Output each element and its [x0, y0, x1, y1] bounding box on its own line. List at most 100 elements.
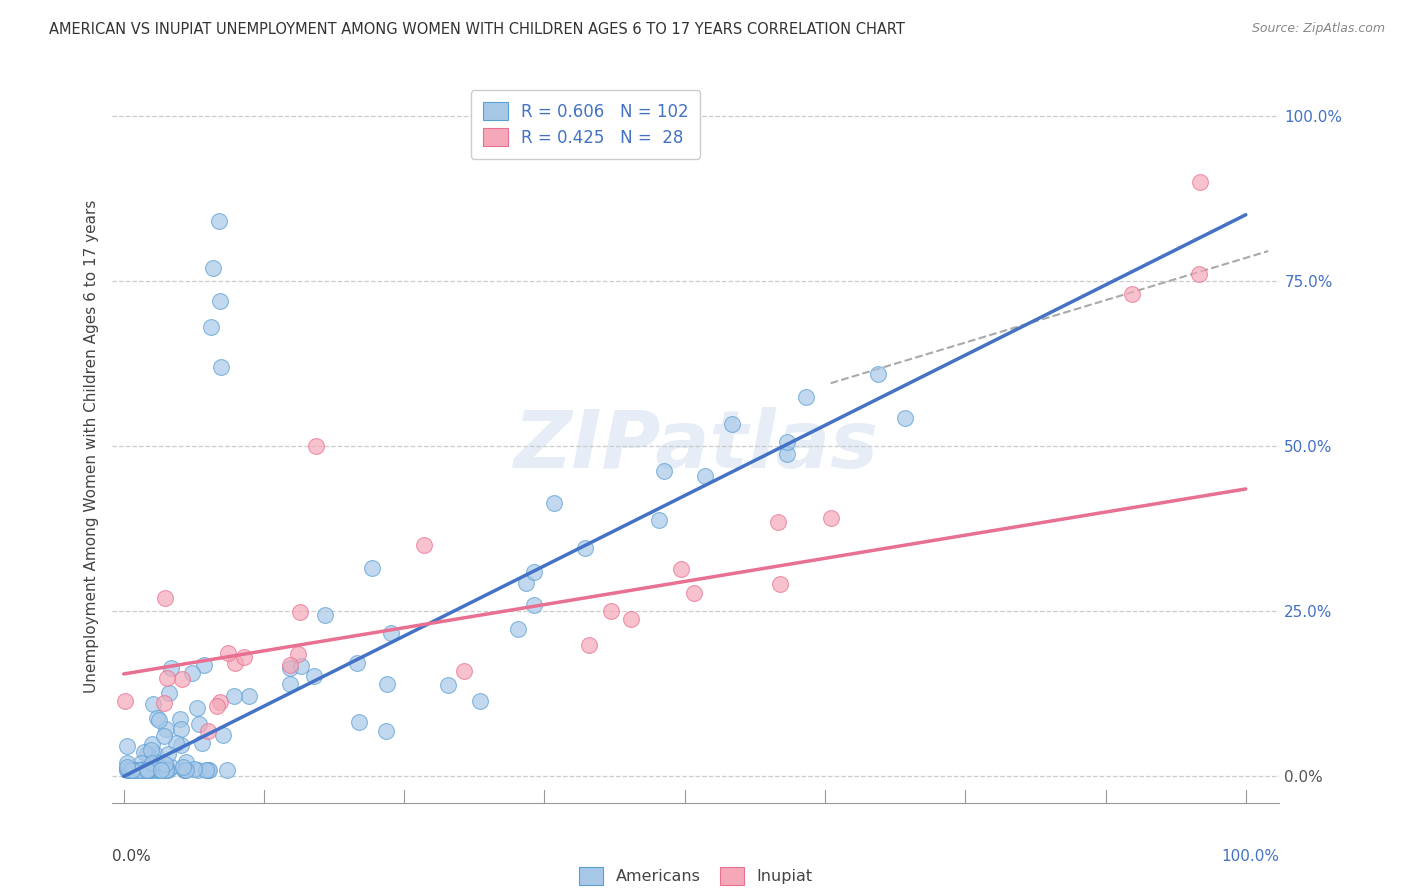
Point	[217, 763, 239, 777]
Point	[135, 763, 157, 777]
Point	[132, 745, 155, 759]
Point	[129, 763, 152, 777]
Point	[375, 676, 398, 690]
Point	[181, 666, 204, 681]
Point	[141, 737, 163, 751]
Point	[139, 743, 162, 757]
Point	[136, 763, 159, 777]
Point	[794, 390, 817, 404]
Point	[1188, 175, 1211, 189]
Point	[156, 671, 179, 685]
Point	[141, 756, 163, 770]
Point	[207, 698, 229, 713]
Point	[115, 756, 138, 770]
Point	[121, 763, 143, 777]
Point	[648, 513, 671, 527]
Point	[209, 293, 232, 308]
Point	[894, 411, 917, 425]
Point	[136, 763, 159, 777]
Point	[769, 577, 792, 591]
Point	[453, 665, 475, 679]
Point	[155, 763, 177, 777]
Point	[155, 763, 177, 777]
Point	[197, 763, 219, 777]
Point	[669, 562, 692, 576]
Point	[695, 469, 717, 483]
Point	[346, 656, 368, 670]
Point	[146, 755, 169, 769]
Point	[165, 736, 187, 750]
Point	[117, 760, 139, 774]
Point	[155, 722, 177, 736]
Point	[172, 760, 194, 774]
Point	[776, 447, 799, 461]
Point	[209, 359, 232, 374]
Point	[153, 729, 176, 743]
Point	[170, 672, 193, 686]
Text: 0.0%: 0.0%	[112, 849, 152, 864]
Point	[143, 747, 166, 761]
Point	[543, 496, 565, 510]
Point	[124, 763, 146, 777]
Point	[148, 713, 170, 727]
Point	[287, 648, 309, 662]
Point	[115, 762, 138, 776]
Text: Source: ZipAtlas.com: Source: ZipAtlas.com	[1251, 22, 1385, 36]
Point	[766, 515, 789, 529]
Point	[232, 649, 254, 664]
Point	[186, 700, 208, 714]
Point	[652, 463, 675, 477]
Text: AMERICAN VS INUPIAT UNEMPLOYMENT AMONG WOMEN WITH CHILDREN AGES 6 TO 17 YEARS CO: AMERICAN VS INUPIAT UNEMPLOYMENT AMONG W…	[49, 22, 905, 37]
Point	[114, 693, 136, 707]
Point	[157, 747, 180, 761]
Point	[174, 763, 197, 777]
Point	[222, 689, 245, 703]
Point	[131, 763, 153, 777]
Text: 100.0%: 100.0%	[1222, 849, 1279, 864]
Point	[118, 763, 141, 777]
Point	[118, 763, 141, 777]
Point	[136, 747, 159, 761]
Point	[224, 656, 246, 670]
Point	[304, 669, 326, 683]
Point	[188, 717, 211, 731]
Point	[183, 763, 205, 777]
Legend: R = 0.606   N = 102, R = 0.425   N =  28: R = 0.606 N = 102, R = 0.425 N = 28	[471, 90, 700, 159]
Point	[117, 739, 139, 754]
Point	[153, 591, 176, 605]
Point	[437, 678, 460, 692]
Point	[160, 760, 183, 774]
Point	[868, 367, 890, 381]
Point	[146, 763, 169, 777]
Point	[148, 763, 170, 777]
Point	[217, 646, 239, 660]
Point	[131, 756, 153, 771]
Point	[278, 658, 301, 673]
Point	[278, 661, 301, 675]
Point	[173, 763, 195, 777]
Point	[202, 260, 225, 275]
Point	[578, 638, 600, 652]
Point	[776, 434, 799, 449]
Point	[193, 657, 215, 672]
Point	[413, 538, 436, 552]
Point	[136, 763, 159, 777]
Point	[159, 660, 181, 674]
Point	[620, 612, 643, 626]
Point	[143, 762, 166, 776]
Point	[142, 698, 165, 712]
Point	[187, 763, 209, 777]
Point	[599, 604, 621, 618]
Point	[200, 320, 222, 334]
Point	[157, 686, 180, 700]
Point	[195, 763, 218, 777]
Point	[523, 565, 546, 579]
Point	[124, 763, 146, 777]
Point	[1121, 287, 1143, 301]
Point	[468, 694, 491, 708]
Point	[574, 541, 596, 556]
Point	[1188, 267, 1211, 281]
Point	[146, 711, 169, 725]
Point	[197, 724, 219, 739]
Point	[515, 576, 537, 591]
